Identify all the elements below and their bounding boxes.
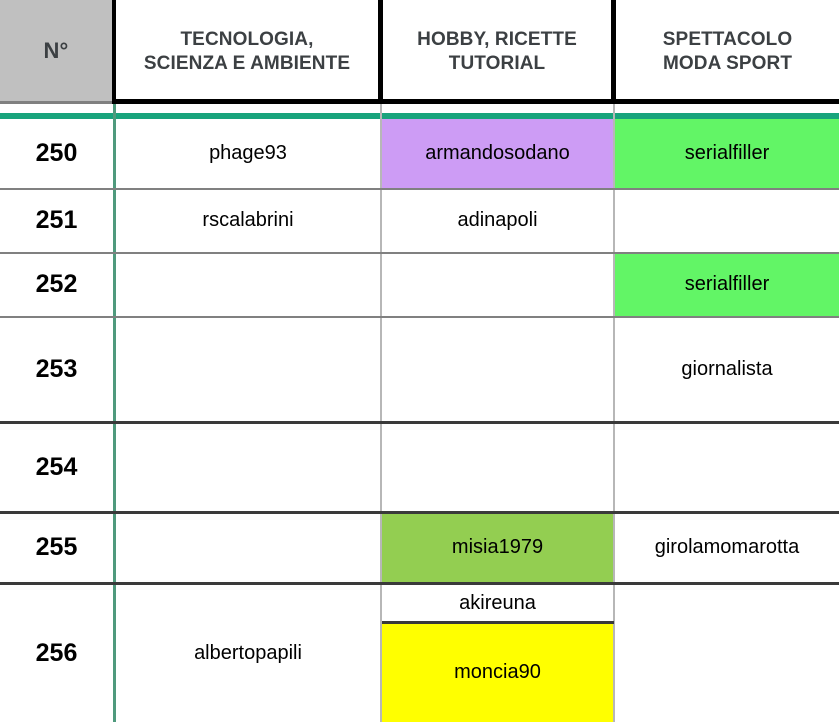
header-divider-1	[112, 0, 116, 103]
column-header-hobby: HOBBY, RICETTE TUTORIAL	[383, 0, 611, 103]
cell-256-hobby-split-divider	[382, 621, 614, 624]
cell-256-hobby-moncia90[interactable]: moncia90	[382, 624, 613, 722]
row-number-255: 255	[0, 514, 113, 582]
cell-256-tecnologia[interactable]: albertopapili	[116, 585, 380, 722]
cell-256-spettacolo[interactable]	[615, 585, 839, 722]
body-column-line-3	[613, 104, 615, 722]
cell-252-spettacolo[interactable]: serialfiller	[615, 254, 839, 316]
cell-253-hobby[interactable]	[382, 318, 613, 422]
cell-252-tecnologia[interactable]	[116, 254, 380, 316]
row-number-252: 252	[0, 254, 113, 316]
row-number-253: 253	[0, 318, 113, 422]
header-divider-2	[378, 0, 383, 103]
row-divider-250	[0, 188, 839, 190]
cell-255-hobby[interactable]: misia1979	[382, 514, 613, 582]
row-number-254: 254	[0, 424, 113, 511]
teal-separator-line	[0, 113, 839, 119]
column-header-number: N°	[0, 0, 112, 103]
cell-251-hobby[interactable]: adinapoli	[382, 190, 613, 252]
cell-254-tecnologia[interactable]	[116, 424, 380, 511]
cell-255-tecnologia[interactable]	[116, 514, 380, 582]
row-number-250: 250	[0, 119, 113, 188]
row-divider-253	[0, 421, 839, 424]
cell-254-spettacolo[interactable]	[615, 424, 839, 511]
cell-253-spettacolo[interactable]: giornalista	[615, 318, 839, 422]
header-divider-3	[611, 0, 616, 103]
cell-251-tecnologia[interactable]: rscalabrini	[116, 190, 380, 252]
header-bottom-rule	[112, 99, 839, 104]
cell-254-hobby[interactable]	[382, 424, 613, 511]
row-divider-251	[0, 252, 839, 254]
row-divider-255	[0, 582, 839, 585]
cell-252-hobby[interactable]	[382, 254, 613, 316]
column-header-tecnologia: TECNOLOGIA, SCIENZA E AMBIENTE	[116, 0, 378, 103]
cell-253-tecnologia[interactable]	[116, 318, 380, 422]
body-column-line-1	[113, 104, 116, 722]
cell-255-spettacolo[interactable]: girolamomarotta	[615, 514, 839, 582]
cell-250-tecnologia[interactable]: phage93	[116, 119, 380, 188]
row-number-251: 251	[0, 190, 113, 252]
row-number-256: 256	[0, 585, 113, 722]
column-header-spettacolo: SPETTACOLO MODA SPORT	[616, 0, 839, 103]
row-divider-252	[0, 316, 839, 318]
cell-250-hobby[interactable]: armandosodano	[382, 119, 613, 188]
body-column-line-2	[380, 104, 382, 722]
cell-251-spettacolo[interactable]	[615, 190, 839, 252]
cell-250-spettacolo[interactable]: serialfiller	[615, 119, 839, 188]
header-bottom-rule-number	[0, 101, 112, 104]
cell-256-hobby-akireuna[interactable]: akireuna	[382, 585, 613, 622]
row-divider-254	[0, 511, 839, 514]
